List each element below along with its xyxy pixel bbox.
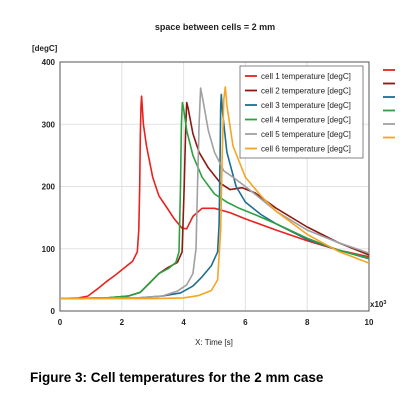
legend-entry: cell 6 temperature [degC] (261, 145, 351, 154)
x-multiplier-label: x103 (370, 300, 386, 309)
legend-entry: cell 5 temperature [degC] (261, 130, 351, 139)
series-line-cell-4 (59, 101, 370, 300)
legend-entry: cell 3 temperature [degC] (261, 101, 351, 110)
right-legend-colors (383, 69, 395, 139)
legend-entry: cell 4 temperature [degC] (261, 116, 351, 125)
chart-title: space between cells = 2 mm (155, 22, 275, 32)
plot-frame (59, 61, 370, 312)
legend-entry: cell 1 temperature [degC] (261, 72, 351, 81)
x-tick-label: 4 (181, 318, 186, 327)
series-lines (59, 86, 370, 300)
y-tick-label: 200 (42, 183, 56, 192)
y-tick-label: 100 (42, 245, 56, 254)
y-tick-label: 300 (42, 120, 56, 129)
figure-caption: Figure 3: Cell temperatures for the 2 mm… (30, 370, 324, 385)
chart: space between cells = 2 mm [degC] X: Tim… (32, 22, 395, 347)
y-axis-title: [degC] (32, 44, 58, 53)
series-line-cell-1 (59, 95, 370, 300)
series-line-cell-3 (59, 93, 370, 300)
x-tick-label: 8 (305, 318, 310, 327)
y-tick-label: 400 (42, 58, 56, 67)
y-tick-label: 0 (51, 307, 56, 316)
x-tick-label: 6 (243, 318, 248, 327)
legend-entry: cell 2 temperature [degC] (261, 87, 351, 96)
legend: cell 1 temperature [degC] cell 2 temperat… (239, 65, 364, 159)
series-line-cell-6 (60, 86, 370, 300)
x-tick-label: 2 (120, 318, 125, 327)
legend-box (239, 65, 364, 159)
x-axis-title: X: Time [s] (195, 338, 233, 347)
x-tick-label: 10 (365, 318, 374, 327)
x-tick-label: 0 (58, 318, 63, 327)
